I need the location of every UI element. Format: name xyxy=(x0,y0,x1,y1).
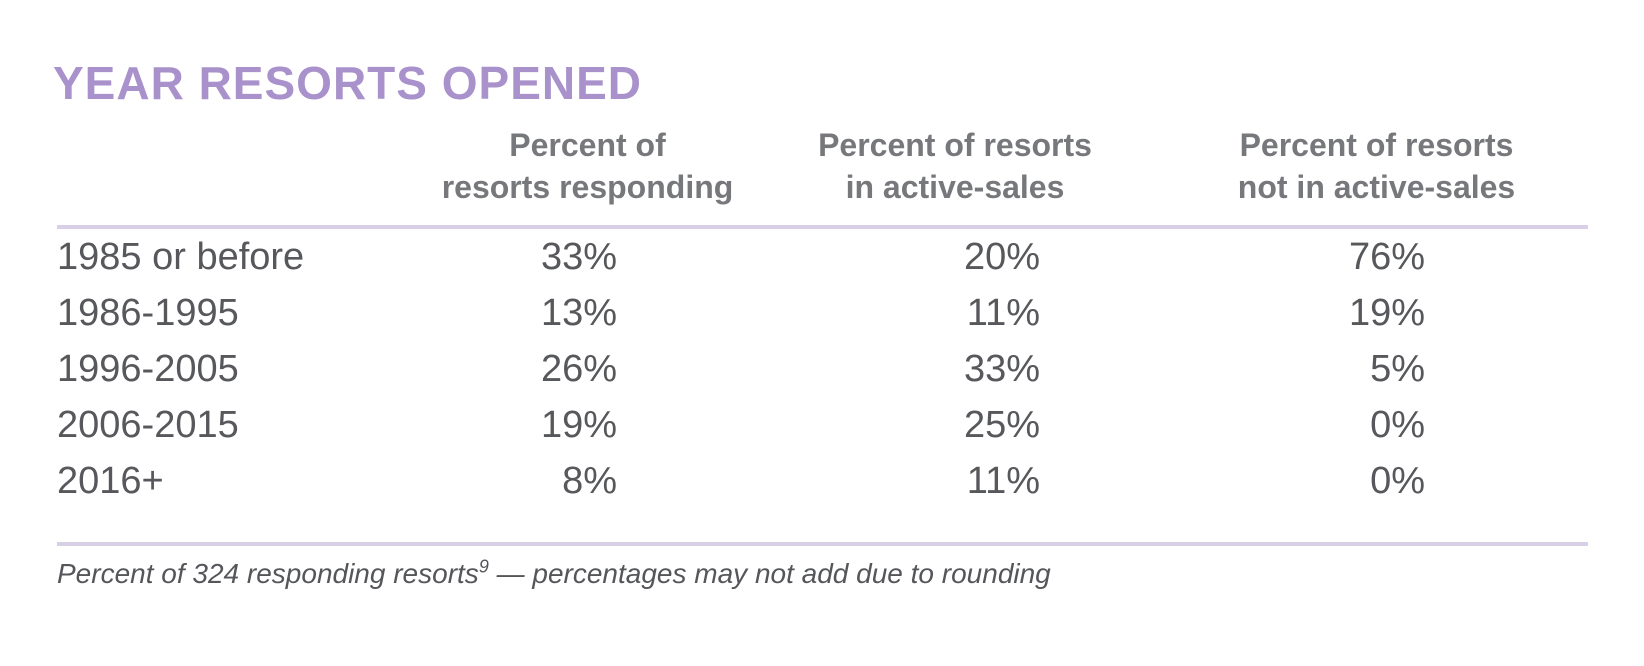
footnote: Percent of 324 responding resorts9 — per… xyxy=(57,556,1051,592)
value-cell: 0% xyxy=(1370,459,1425,502)
col-header-line: Percent of resorts xyxy=(1239,127,1514,163)
row-label: 2006-2015 xyxy=(57,403,239,446)
col-header-line: Percent of xyxy=(509,127,666,163)
value-cell: 25% xyxy=(963,403,1040,446)
value-cell: 76% xyxy=(1348,235,1425,278)
col-header-line: Percent of resorts xyxy=(818,127,1092,163)
value-cell: 0% xyxy=(1370,403,1425,446)
value-cell: 11% xyxy=(966,459,1040,502)
table-row: 2016+ 8% 11% 0% xyxy=(57,453,1588,509)
footnote-text: — percentages may not add due to roundin… xyxy=(488,558,1051,589)
table-row: 1986-1995 13% 11% 19% xyxy=(57,285,1588,341)
value-cell: 8% xyxy=(562,459,617,502)
value-cell: 19% xyxy=(1348,291,1425,334)
table-row: 1996-2005 26% 33% 5% xyxy=(57,341,1588,397)
value-cell: 13% xyxy=(540,291,617,334)
col-header-not-active-sales: Percent of resorts not in active-sales xyxy=(1165,124,1588,229)
page-title: YEAR RESORTS OPENED xyxy=(53,57,642,109)
value-cell: 19% xyxy=(540,403,617,446)
col-header-empty xyxy=(57,124,430,229)
col-header-line: resorts responding xyxy=(441,169,734,205)
table-header: Percent of resorts responding Percent of… xyxy=(57,124,1588,229)
footnote-superscript: 9 xyxy=(478,556,489,577)
value-cell: 5% xyxy=(1370,347,1425,390)
col-header-active-sales: Percent of resorts in active-sales xyxy=(745,124,1165,229)
table-row: 1985 or before 33% 20% 76% xyxy=(57,227,1588,285)
value-cell: 26% xyxy=(540,347,617,390)
year-resorts-opened-table-container: Percent of resorts responding Percent of… xyxy=(57,124,1588,546)
value-cell: 33% xyxy=(963,347,1040,390)
footnote-text: Percent of 324 responding resorts xyxy=(57,558,479,589)
table-row: 2006-2015 19% 25% 0% xyxy=(57,397,1588,453)
value-cell: 11% xyxy=(966,291,1040,334)
row-label: 2016+ xyxy=(57,459,164,502)
col-header-line: in active-sales xyxy=(845,169,1065,205)
row-label: 1985 or before xyxy=(57,235,305,278)
value-cell: 33% xyxy=(540,235,617,278)
row-label: 1996-2005 xyxy=(57,347,239,390)
table-body: 1985 or before 33% 20% 76% 1986-1995 13%… xyxy=(57,227,1588,509)
value-cell: 20% xyxy=(963,235,1040,278)
col-header-responding: Percent of resorts responding xyxy=(430,124,745,229)
header-row: Percent of resorts responding Percent of… xyxy=(57,124,1588,229)
col-header-line: not in active-sales xyxy=(1237,169,1516,205)
year-resorts-opened-table: Percent of resorts responding Percent of… xyxy=(57,124,1588,509)
row-label: 1986-1995 xyxy=(57,291,239,334)
